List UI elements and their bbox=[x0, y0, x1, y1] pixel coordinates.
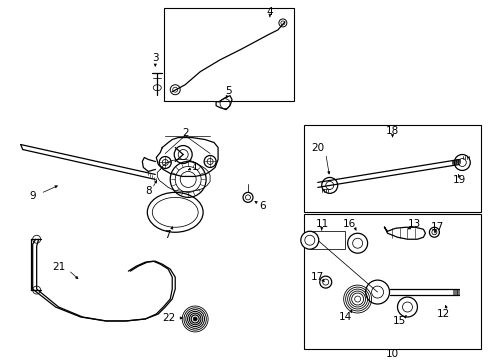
Bar bbox=[164, 8, 293, 101]
Text: 10: 10 bbox=[385, 349, 398, 359]
Text: 3: 3 bbox=[152, 53, 158, 63]
Text: 7: 7 bbox=[163, 230, 170, 240]
Bar bbox=[303, 214, 480, 349]
Circle shape bbox=[300, 231, 318, 249]
Text: 6: 6 bbox=[259, 201, 265, 211]
Text: 16: 16 bbox=[343, 219, 356, 229]
Circle shape bbox=[354, 296, 360, 302]
Text: 15: 15 bbox=[392, 316, 406, 326]
Text: 22: 22 bbox=[162, 313, 175, 323]
Text: 17: 17 bbox=[310, 272, 324, 282]
Text: 18: 18 bbox=[385, 126, 398, 136]
Text: 2: 2 bbox=[182, 127, 188, 138]
Text: 8: 8 bbox=[145, 186, 151, 197]
Bar bbox=[303, 125, 480, 212]
Text: 1: 1 bbox=[191, 162, 198, 172]
Text: 13: 13 bbox=[407, 219, 420, 229]
Text: 19: 19 bbox=[452, 175, 465, 185]
Text: 9: 9 bbox=[29, 192, 36, 201]
Circle shape bbox=[193, 317, 197, 321]
Text: 17: 17 bbox=[430, 222, 443, 232]
Bar bbox=[309, 231, 344, 249]
Text: 5: 5 bbox=[224, 86, 231, 96]
Text: 21: 21 bbox=[52, 262, 65, 272]
Text: 14: 14 bbox=[338, 312, 351, 322]
Text: 20: 20 bbox=[310, 143, 324, 153]
Text: 11: 11 bbox=[315, 219, 328, 229]
Text: 4: 4 bbox=[266, 7, 273, 17]
Text: 12: 12 bbox=[436, 309, 449, 319]
